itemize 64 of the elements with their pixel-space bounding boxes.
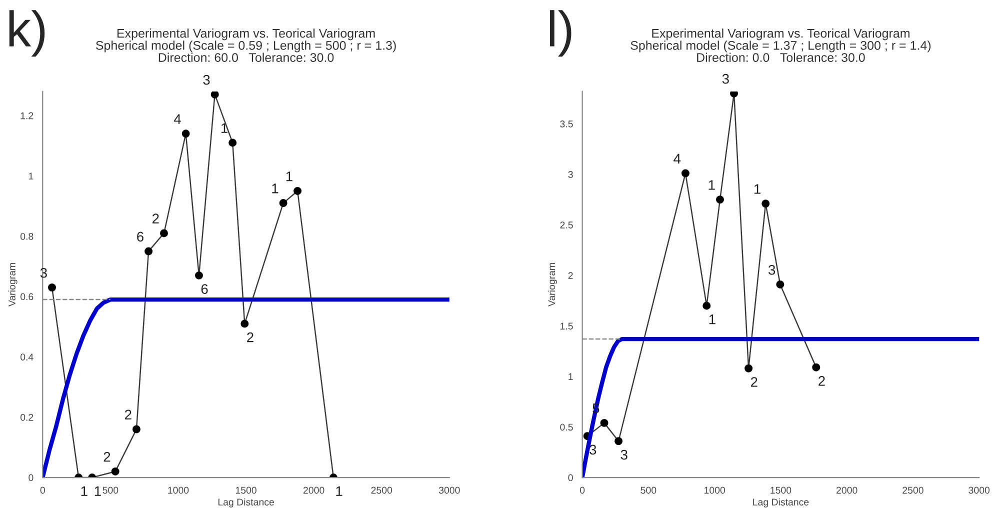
y-tick-label: 2.5 xyxy=(560,222,573,228)
annotation: 1 xyxy=(221,123,228,133)
y-tick-label: 3 xyxy=(568,171,573,178)
annotation: 4 xyxy=(674,154,681,164)
x-tick-label: 2500 xyxy=(371,486,392,494)
x-axis-title: Lag Distance xyxy=(218,498,274,508)
y-tick-label: 0 xyxy=(28,474,34,482)
x-tick-label: 0 xyxy=(40,486,45,494)
text: l) xyxy=(550,10,572,57)
annotation: 3 xyxy=(590,444,596,455)
y-tick-label: 0.5 xyxy=(560,424,573,431)
annotation: 1 xyxy=(81,486,88,496)
annotation: 3 xyxy=(203,74,210,85)
annotation: 1 xyxy=(336,486,342,496)
x-tick-label: 1500 xyxy=(770,486,792,494)
annotation: 2 xyxy=(750,377,758,387)
annotation: 3 xyxy=(768,264,776,275)
x-axis-title: Lag Distance xyxy=(753,498,809,508)
chart-subtitle: Spherical model (Scale = 1.37 ; Length = 300 ; r = 1.4) Direction: 0.0 Tolerance: 30.0 xyxy=(630,40,931,62)
y-tick-label: 3.5 xyxy=(560,120,573,128)
annotation: 1 xyxy=(754,184,760,194)
annotation: 2 xyxy=(152,214,159,224)
x-tick-label: 2000 xyxy=(303,486,324,494)
annotation: 1 xyxy=(94,486,101,496)
chart-title: Experimental Variogram vs. Teorical Variogram xyxy=(117,28,375,40)
annotation: 6 xyxy=(137,232,144,242)
annotation: 1 xyxy=(708,180,715,190)
annotation: 2 xyxy=(104,452,110,462)
x-tick-label: 2000 xyxy=(836,486,858,494)
y-axis-title: Variogram xyxy=(8,263,18,306)
annotation: 2 xyxy=(818,376,825,386)
x-tick-label: 2500 xyxy=(902,486,924,494)
annotation: 3 xyxy=(40,268,47,278)
y-tick-label: 1 xyxy=(28,172,34,180)
y-tick-label: 0.6 xyxy=(20,293,34,300)
y-tick-label: 0.4 xyxy=(20,354,34,360)
annotation: 6 xyxy=(201,284,208,294)
x-tick-label: 3000 xyxy=(968,486,990,494)
x-tick-label: 0 xyxy=(580,486,585,494)
y-tick-label: 1.5 xyxy=(560,322,573,330)
x-tick-label: 1000 xyxy=(704,486,726,494)
annotation: 1 xyxy=(709,314,716,324)
y-tick-label: 0.2 xyxy=(20,414,34,421)
chart-title: Experimental Variogram vs. Teorical Variogram xyxy=(652,28,910,40)
annotation: 1 xyxy=(272,184,278,194)
chart-subtitle: Spherical model (Scale = 0.59 ; Length = 500 ; r = 1.3) Direction: 60.0 Tolerance: 30.0 xyxy=(96,40,396,62)
y-tick-label: 1.2 xyxy=(20,112,34,120)
x-tick-label: 500 xyxy=(640,486,656,494)
y-tick-label: 0 xyxy=(568,474,573,482)
y-axis-title: Variogram xyxy=(548,263,557,306)
y-tick-label: 0.8 xyxy=(20,232,34,240)
x-tick-label: 500 xyxy=(102,486,118,494)
x-tick-label: 1500 xyxy=(236,486,256,494)
y-tick-label: 1 xyxy=(568,373,573,380)
annotation: 4 xyxy=(174,114,181,124)
x-tick-label: 3000 xyxy=(438,486,460,494)
annotation: 1 xyxy=(286,172,292,182)
text: k) xyxy=(9,10,45,57)
annotation: 2 xyxy=(247,332,254,342)
y-tick-label: 2 xyxy=(568,272,573,279)
annotation: 3 xyxy=(620,450,628,460)
annotation: 3 xyxy=(722,74,729,84)
annotation: 2 xyxy=(124,410,132,420)
x-tick-label: 1000 xyxy=(168,486,189,494)
